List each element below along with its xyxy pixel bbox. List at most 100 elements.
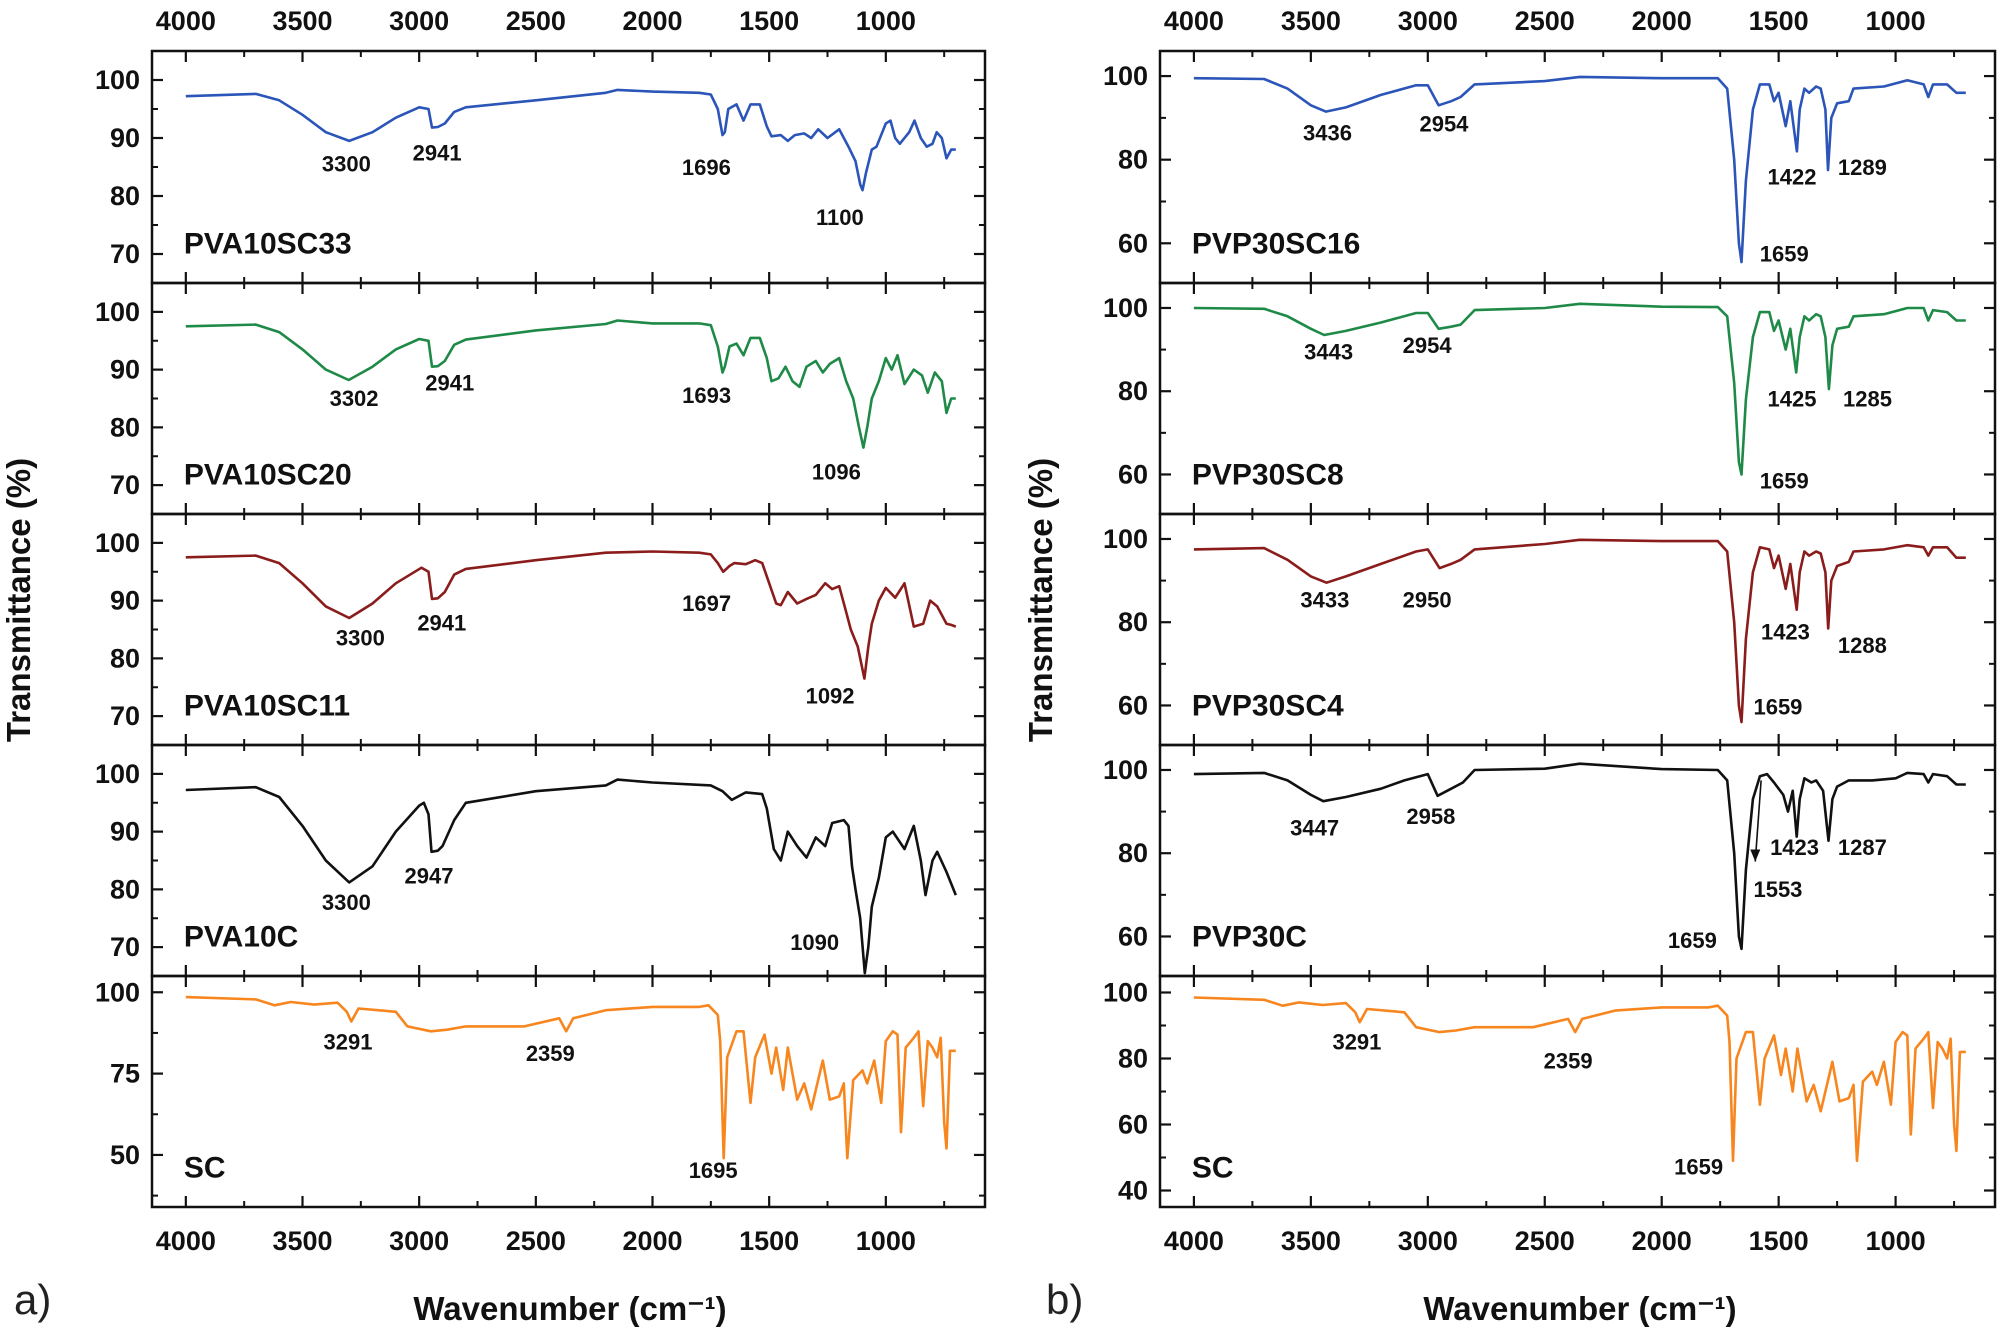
- x-axis-title-a: Wavenumber (cm⁻¹): [413, 1290, 726, 1327]
- peak-label: 2947: [404, 864, 453, 889]
- spectrum-line-pva10sc11: [185, 550, 957, 680]
- x-tick-label-bottom: 2000: [622, 1226, 682, 1256]
- x-tick-label-top: 4000: [156, 6, 216, 36]
- peak-label: 1695: [689, 1158, 738, 1183]
- spectrum-line-sc: [1193, 996, 1966, 1163]
- subplot-pvp30sc8: 60 80 100 PVP30SC8 3443 2954 1425 1285 1659: [1103, 281, 1997, 516]
- subplot-pva10c: 70 80 90 100 PVA10C 3300 2947 1090: [95, 743, 987, 978]
- sample-label: PVP30SC16: [1192, 228, 1360, 261]
- peak-label: 1425: [1768, 387, 1817, 412]
- y-tick-label: 60: [1118, 1110, 1148, 1140]
- peak-label: 2359: [1544, 1048, 1593, 1073]
- peak-label: 2954: [1403, 333, 1453, 358]
- sample-label: PVP30SC4: [1192, 690, 1344, 723]
- x-tick-label-top: 3000: [389, 6, 449, 36]
- x-tick-label-bottom: 3000: [389, 1226, 449, 1256]
- y-tick-label: 90: [110, 817, 140, 847]
- subplot-frame: [1158, 974, 1997, 1209]
- peak-label: 1092: [806, 683, 855, 708]
- subplot-pvp30sc4: 60 80 100 PVP30SC4 3433 2950 1423 1288 1659: [1103, 512, 1997, 747]
- spectrum-line-pva10c: [185, 778, 958, 975]
- peak-label: 1287: [1838, 835, 1887, 860]
- peak-label: 1659: [1668, 928, 1717, 953]
- peak-label: 1090: [790, 930, 839, 955]
- y-tick-label: 80: [1118, 1044, 1148, 1074]
- y-tick-label: 40: [1118, 1176, 1148, 1206]
- y-tick-label: 90: [110, 123, 140, 153]
- y-tick-label: 70: [110, 470, 140, 500]
- peak-label: 3302: [330, 386, 379, 411]
- spectrum-line-sc: [185, 995, 956, 1160]
- peak-label: 1423: [1770, 835, 1819, 860]
- x-tick-label-top: 2500: [1515, 6, 1575, 36]
- sample-label: SC: [184, 1152, 226, 1185]
- subplot-sc: 50 75 100 SC 3291 2359 1695: [95, 974, 987, 1209]
- x-tick-label-bottom: 2000: [1632, 1226, 1692, 1256]
- peak-label: 3433: [1300, 587, 1349, 612]
- y-tick-label: 90: [110, 355, 140, 385]
- peak-label: 1659: [1753, 695, 1802, 720]
- x-tick-label-top: 1500: [1749, 6, 1809, 36]
- x-tick-label-top: 4000: [1164, 6, 1224, 36]
- y-tick-label: 60: [1118, 921, 1148, 951]
- y-tick-label: 100: [95, 528, 140, 558]
- y-tick-label: 80: [110, 643, 140, 673]
- spectrum-line-pva10sc20: [185, 319, 956, 449]
- sample-label: PVA10SC33: [184, 228, 352, 261]
- peak-label: 1422: [1768, 164, 1817, 189]
- peak-label: 2950: [1403, 587, 1452, 612]
- sample-label: PVA10SC11: [184, 690, 350, 723]
- spectrum-line-pvp30sc4: [1193, 538, 1966, 724]
- subplot-pvp30sc16: 60 80 100 PVP30SC16 3436 2954 1422 1289 1659: [1103, 49, 1997, 285]
- spectrum-line-pvp30sc8: [1193, 302, 1966, 476]
- sample-label: PVA10SC20: [184, 459, 352, 492]
- y-tick-label: 70: [110, 701, 140, 731]
- y-tick-label: 80: [1118, 376, 1148, 406]
- peak-label: 1096: [812, 459, 861, 484]
- y-tick-label: 80: [1118, 145, 1148, 175]
- subplot-sc: 40 60 80 100 SC 3291 2359 1659: [1103, 974, 1997, 1209]
- y-axis-title-b: Transmittance (%): [1022, 458, 1059, 742]
- peak-label: 3447: [1290, 815, 1339, 840]
- x-tick-label-top: 3500: [272, 6, 332, 36]
- peak-label: 1659: [1674, 1154, 1723, 1179]
- y-tick-label: 100: [1103, 978, 1148, 1008]
- x-tick-label-top: 3500: [1281, 6, 1341, 36]
- peak-label: 1659: [1760, 469, 1809, 494]
- y-tick-label: 80: [1118, 838, 1148, 868]
- y-tick-label: 80: [110, 181, 140, 211]
- peak-label: 2958: [1406, 804, 1455, 829]
- peak-label: 3436: [1303, 121, 1352, 146]
- x-tick-label-bottom: 3000: [1398, 1226, 1458, 1256]
- x-tick-label-bottom: 3500: [272, 1226, 332, 1256]
- y-tick-label: 75: [110, 1059, 140, 1089]
- subplot-frame: [150, 974, 987, 1209]
- peak-label: 1289: [1838, 155, 1887, 180]
- peak-label: 2359: [526, 1041, 575, 1066]
- spectrum-line-pvp30c: [1193, 762, 1966, 951]
- y-tick-label: 60: [1118, 459, 1148, 489]
- x-tick-label-top: 2500: [506, 6, 566, 36]
- y-tick-label: 70: [110, 932, 140, 962]
- sample-label: PVA10C: [184, 921, 298, 954]
- x-tick-label-bottom: 3500: [1281, 1226, 1341, 1256]
- annotation-arrow-line: [1754, 780, 1762, 862]
- x-tick-label-bottom: 1500: [1749, 1226, 1809, 1256]
- peak-label: 1285: [1843, 387, 1892, 412]
- sample-label: SC: [1192, 1152, 1234, 1185]
- peak-label: 3300: [322, 890, 371, 915]
- sample-label: PVP30SC8: [1192, 459, 1344, 492]
- panel-label-b: b): [1046, 1276, 1083, 1323]
- chart-a: 4000 4000 3500 3500 3000 3000 2500 2500 2000 2000…: [95, 6, 987, 1256]
- sample-label: PVP30C: [1192, 921, 1307, 954]
- y-tick-label: 100: [95, 65, 140, 95]
- y-tick-label: 80: [110, 874, 140, 904]
- spectrum-line-pvp30sc16: [1193, 75, 1966, 264]
- y-tick-label: 100: [1103, 524, 1148, 554]
- peak-label: 1100: [816, 205, 864, 230]
- x-tick-label-bottom: 4000: [1164, 1226, 1224, 1256]
- peak-label: 1553: [1753, 877, 1802, 902]
- x-tick-label-top: 3000: [1398, 6, 1458, 36]
- y-axis-title-a: Transmittance (%): [0, 458, 37, 742]
- peak-label: 2954: [1419, 112, 1469, 137]
